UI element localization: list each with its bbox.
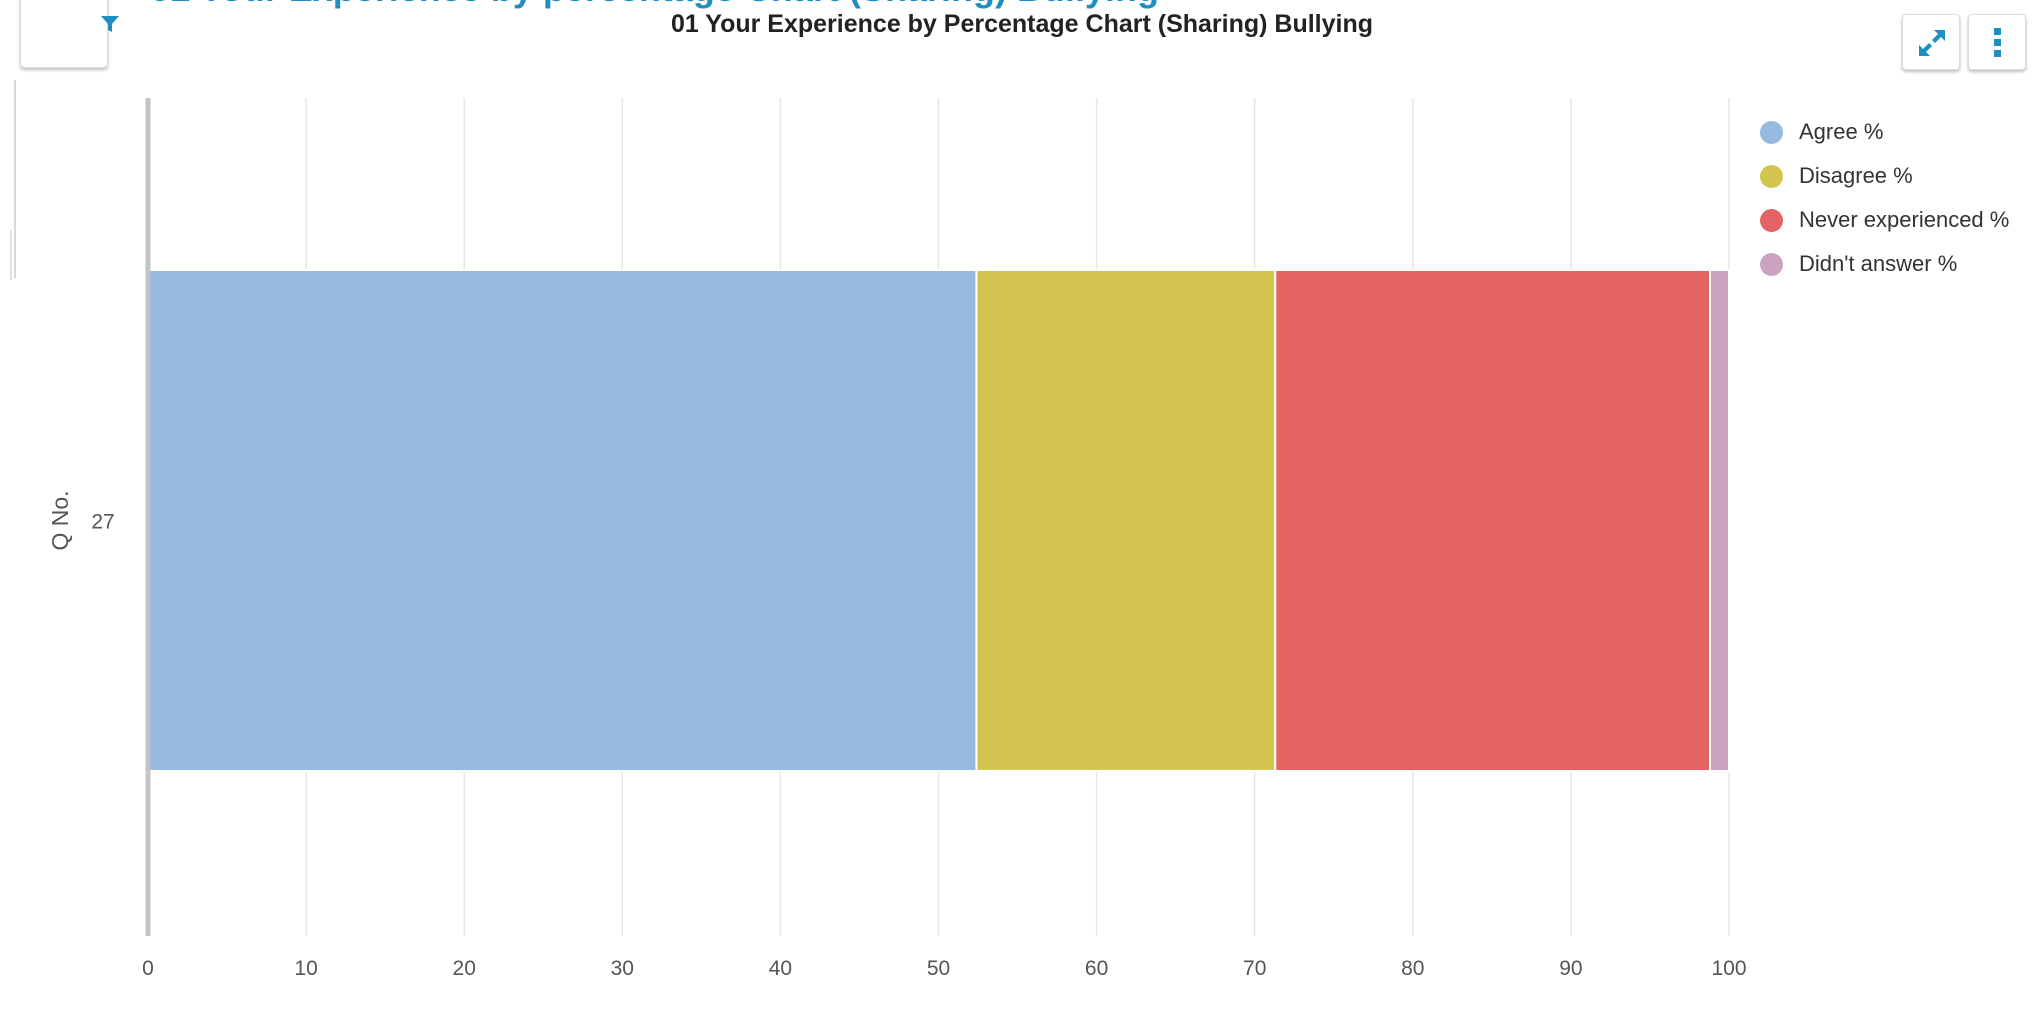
y-tick-label: 27 xyxy=(91,511,114,534)
x-tick-label: 80 xyxy=(1401,957,1424,980)
bar-segment xyxy=(1274,269,1712,772)
bar-segment xyxy=(147,269,978,772)
chart-legend: Agree % Disagree % Never experienced % Didn… xyxy=(1760,110,2009,286)
legend-item[interactable]: Disagree % xyxy=(1760,154,2009,198)
panel-edge-line xyxy=(10,230,12,280)
bar-segment xyxy=(975,269,1277,772)
x-tick-label: 100 xyxy=(1711,957,1746,980)
filter-icon xyxy=(101,16,119,32)
chart-title: 01 Your Experience by Percentage Chart (… xyxy=(670,10,1374,38)
legend-item[interactable]: Didn't answer % xyxy=(1760,242,2009,286)
x-tick-label: 50 xyxy=(927,957,950,980)
legend-swatch xyxy=(1760,120,1783,144)
bar-segment xyxy=(1709,269,1730,772)
legend-swatch xyxy=(1760,252,1783,276)
legend-label: Disagree % xyxy=(1799,163,1913,188)
y-axis-title: Q No. xyxy=(47,490,73,550)
x-tick-label: 20 xyxy=(453,957,476,980)
x-tick-label: 40 xyxy=(769,957,792,980)
expand-button[interactable] xyxy=(1902,14,1960,70)
more-vertical-icon xyxy=(1994,28,2001,57)
legend-item[interactable]: Never experienced % xyxy=(1760,198,2009,242)
panel-edge-line xyxy=(14,80,16,278)
x-tick-label: 0 xyxy=(142,957,154,980)
x-tick-label: 70 xyxy=(1243,957,1266,980)
legend-swatch xyxy=(1760,208,1783,232)
legend-label: Agree % xyxy=(1799,119,1884,144)
x-tick-label: 90 xyxy=(1559,957,1582,980)
more-options-button[interactable] xyxy=(1968,14,2026,70)
filter-button[interactable] xyxy=(20,0,119,68)
x-tick-label: 30 xyxy=(611,957,634,980)
expand-icon xyxy=(1919,30,1945,56)
x-tick-label: 10 xyxy=(294,957,317,980)
legend-label: Never experienced % xyxy=(1799,207,2010,232)
legend-swatch xyxy=(1760,164,1783,188)
x-tick-label: 60 xyxy=(1085,957,1108,980)
legend-label: Didn't answer % xyxy=(1799,251,1958,276)
report-title: 01 Your Experience by percentage Chart (… xyxy=(150,0,1159,10)
legend-item[interactable]: Agree % xyxy=(1760,110,2009,154)
